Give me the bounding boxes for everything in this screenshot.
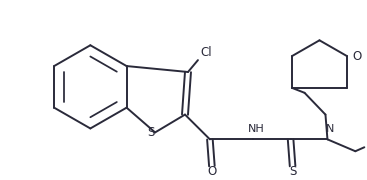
Text: NH: NH bbox=[248, 124, 265, 134]
Text: S: S bbox=[289, 165, 296, 177]
Text: O: O bbox=[207, 165, 217, 177]
Text: N: N bbox=[326, 124, 335, 134]
Text: O: O bbox=[352, 50, 362, 63]
Text: Cl: Cl bbox=[200, 46, 212, 59]
Text: S: S bbox=[148, 126, 155, 139]
